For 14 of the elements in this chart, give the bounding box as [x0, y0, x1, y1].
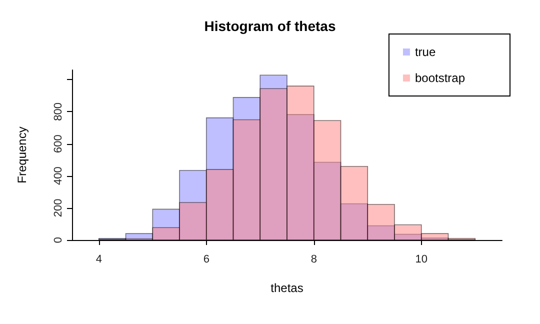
y-tick-label: 600 [52, 134, 64, 153]
legend-label: true [414, 45, 436, 59]
y-tick-label: 400 [52, 166, 64, 186]
y-tick-label: 800 [52, 102, 64, 121]
x-tick-label: 10 [415, 254, 428, 266]
x-axis-title: thetas [270, 281, 304, 295]
x-tick-label: 4 [96, 254, 102, 266]
chart-title: Histogram of thetas [204, 18, 336, 34]
y-tick-label: 200 [52, 198, 64, 218]
x-tick-label: 8 [310, 254, 317, 266]
legend-label: bootstrap [414, 71, 466, 85]
x-tick-label: 6 [203, 254, 210, 266]
y-axis-title: Frequency [15, 126, 29, 184]
y-tick-label: 0 [52, 236, 64, 244]
